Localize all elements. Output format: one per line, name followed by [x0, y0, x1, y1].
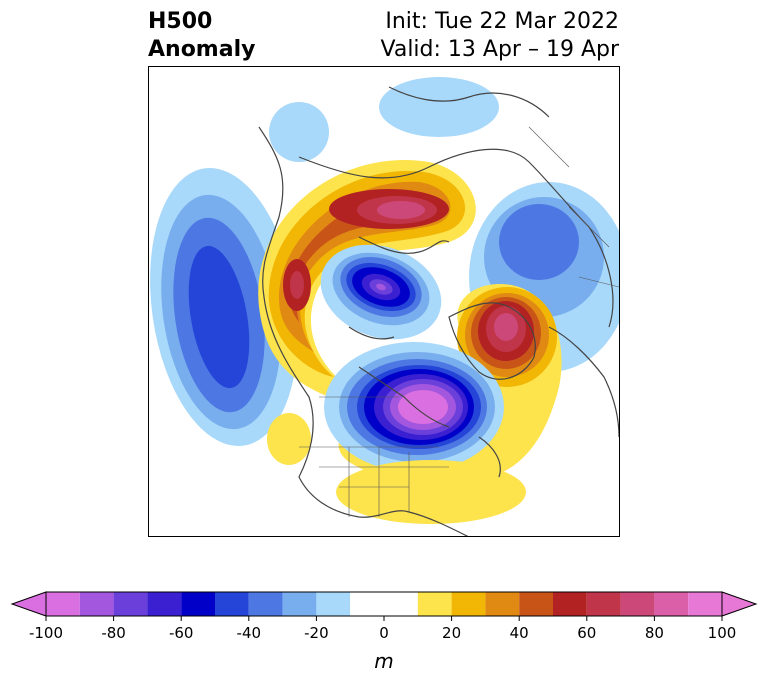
colorbar-bin — [282, 592, 317, 616]
colorbar-tick-label: 60 — [577, 624, 596, 642]
colorbar-bin — [181, 592, 215, 616]
init-date-label: Init: Tue 22 Mar 2022 — [385, 9, 619, 34]
atlantic-positive-anomaly — [338, 283, 562, 484]
colorbar-tick-label: -80 — [101, 624, 126, 642]
colorbar-bin — [654, 592, 689, 616]
southeast-us-positive-anomaly — [267, 413, 526, 524]
colorbar-bin — [79, 592, 114, 616]
colorbar-tick-label: -60 — [169, 624, 194, 642]
colorbar-tick-label: 40 — [510, 624, 529, 642]
colorbar-unit-label: m — [374, 649, 393, 673]
colorbar-extend-low — [10, 591, 47, 617]
colorbar-bin — [688, 592, 722, 616]
colorbar-bin — [620, 592, 655, 616]
colorbar-tick-label: -40 — [237, 624, 262, 642]
anomaly-map — [148, 66, 620, 537]
polar-positive-anomaly — [258, 159, 476, 402]
political-borders — [299, 126, 619, 517]
colorbar-bin — [113, 592, 148, 616]
colorbar-tick-label: 20 — [442, 624, 461, 642]
colorbar-bin — [147, 592, 182, 616]
colorbar-bin — [519, 592, 553, 616]
colorbar-tick-label: -100 — [29, 624, 63, 642]
forecast-dates: Init: Tue 22 Mar 2022 Valid: 13 Apr – 19… — [381, 8, 620, 64]
colorbar-svg: -100 -80 -60 -40 -20 0 20 40 60 80 100 m — [10, 591, 758, 673]
title-line-1: H500 — [148, 9, 213, 34]
pacific-negative-anomaly — [150, 168, 298, 446]
colorbar-bin — [451, 592, 486, 616]
coastlines — [258, 86, 619, 536]
colorbar-legend: -100 -80 -60 -40 -20 0 20 40 60 80 100 m — [0, 582, 768, 673]
colorbar-extend-high — [721, 591, 758, 617]
colorbar-bin — [215, 592, 249, 616]
colorbar-tick-label: 80 — [645, 624, 664, 642]
colorbar-bin — [46, 592, 80, 616]
colorbar-bin — [586, 592, 621, 616]
colorbar-bin — [553, 592, 587, 616]
valid-date-label: Valid: 13 Apr – 19 Apr — [380, 37, 620, 62]
map-title: H500 Anomaly — [148, 8, 255, 64]
title-line-2: Anomaly — [148, 37, 256, 62]
colorbar-tick-label: -20 — [304, 624, 329, 642]
canadian-arctic-negative-anomaly — [320, 244, 442, 340]
colorbar-tick-label: 0 — [379, 624, 389, 642]
colorbar-bin — [316, 592, 351, 616]
anomaly-map-canvas — [150, 77, 619, 536]
colorbar-bin — [248, 592, 283, 616]
colorbar-bin — [417, 592, 452, 616]
colorbar-bin — [485, 592, 520, 616]
colorbar-tick-label: 100 — [708, 624, 737, 642]
colorbar-bin — [350, 592, 418, 616]
